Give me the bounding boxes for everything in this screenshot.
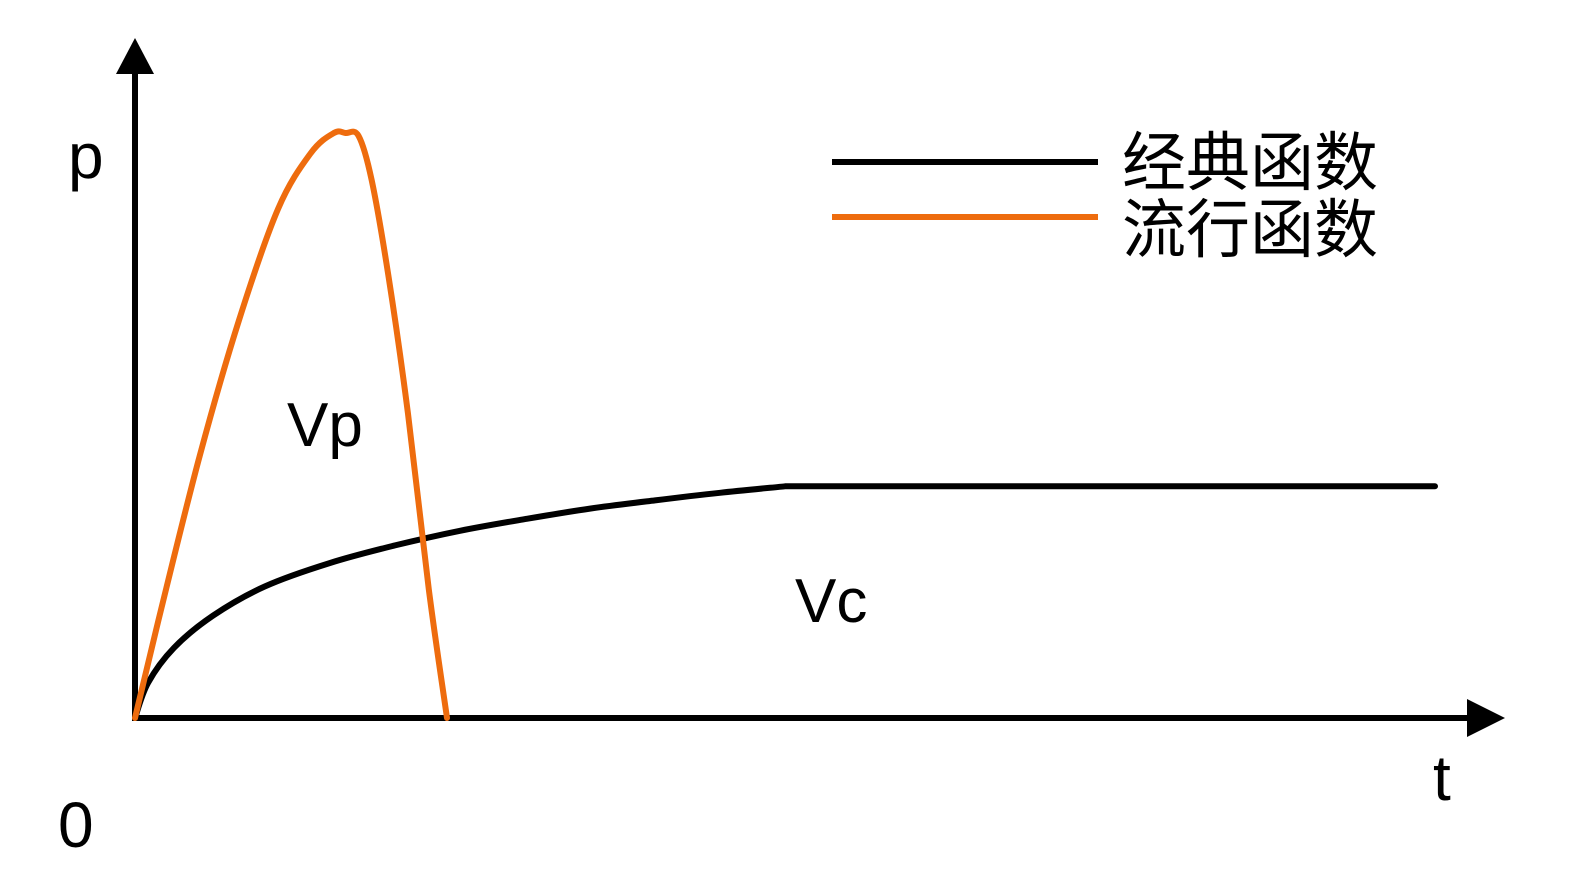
series-layer (132, 128, 1438, 721)
series-line-classic (132, 483, 1438, 721)
y-axis-arrow (116, 38, 154, 74)
x-axis-arrow (1467, 699, 1505, 737)
legend-label-popular: 流行函数 (1122, 194, 1378, 266)
y-axis-label: p (68, 120, 104, 192)
axes (116, 38, 1505, 737)
legend-label-classic: 经典函数 (1122, 127, 1378, 199)
legend: 经典函数 流行函数 (832, 127, 1378, 266)
origin-label: 0 (58, 789, 94, 861)
annotation-vp: Vp (287, 391, 363, 460)
x-axis-label: t (1433, 742, 1451, 814)
annotation-vc: Vc (795, 567, 867, 636)
series-line-popular (132, 128, 450, 721)
